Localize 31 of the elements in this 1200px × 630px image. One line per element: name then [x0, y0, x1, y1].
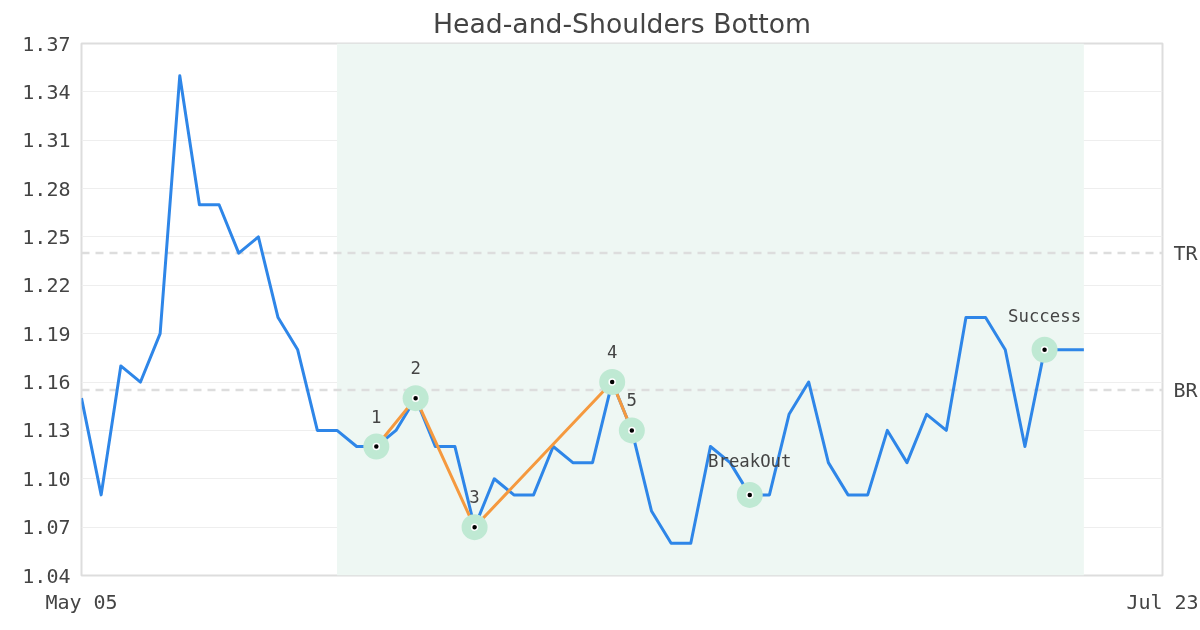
y-tick-label: 1.13 [22, 418, 71, 443]
x-tick-label: Jul 23 [1126, 589, 1199, 614]
line-series [81, 74, 1086, 545]
annotation: 5 [626, 390, 638, 411]
y-tick-label: 1.07 [22, 515, 71, 540]
y-tick-label: 1.34 [22, 79, 71, 104]
y-tick-label: 1.28 [22, 176, 71, 201]
y-tick-label: 1.31 [22, 128, 71, 153]
annotation: 3 [469, 487, 480, 508]
point [402, 385, 429, 412]
annotation: 1 [371, 406, 382, 427]
y-tick-label: 1.37 [22, 31, 71, 56]
ref-line-label: TR [1173, 241, 1199, 266]
chart-title: Head-and-Shoulders Bottom [433, 7, 811, 39]
y-tick-label: 1.19 [22, 321, 71, 346]
point [618, 417, 645, 444]
point [461, 514, 488, 541]
y-tick-label: 1.04 [22, 563, 71, 588]
point [599, 369, 626, 396]
annotation: 2 [410, 358, 421, 379]
x-tick-label: May 05 [45, 589, 118, 614]
annotation: 4 [606, 342, 618, 363]
y-tick-label: 1.10 [22, 466, 71, 491]
point [363, 433, 390, 460]
point [1031, 336, 1058, 363]
y-tick-label: 1.25 [22, 224, 71, 249]
y-tick-label: 1.22 [22, 273, 71, 298]
point [736, 481, 763, 508]
ref-line-label: BR [1173, 378, 1199, 403]
y-tick-label: 1.16 [22, 370, 71, 395]
annotation: Success [1008, 305, 1082, 326]
